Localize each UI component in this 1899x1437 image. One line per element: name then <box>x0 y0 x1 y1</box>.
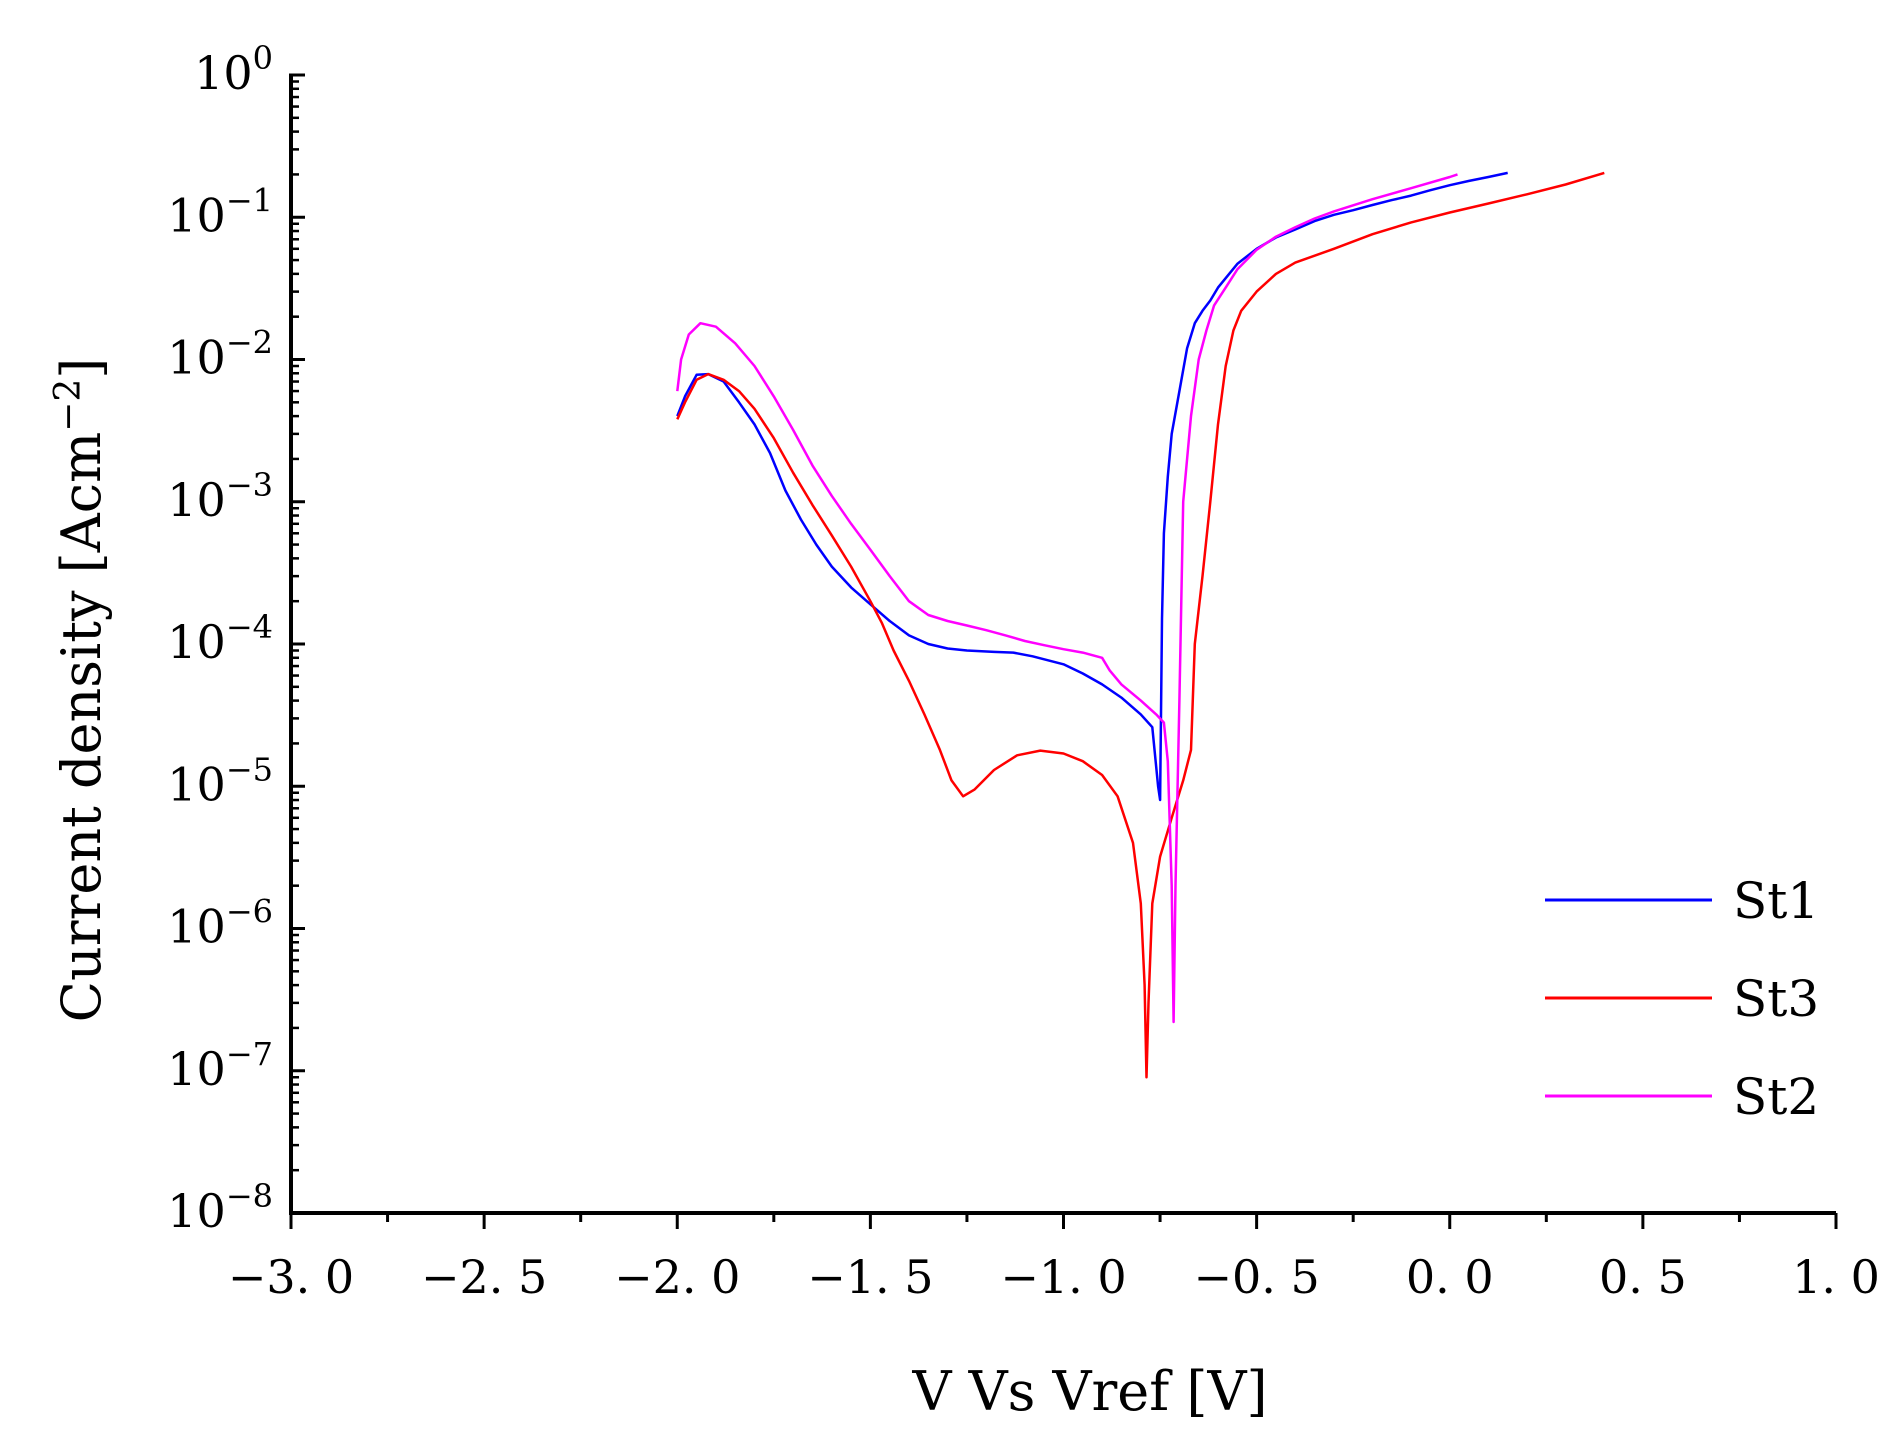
y-tick-exponent: −1 <box>226 181 273 219</box>
y-tick-base: 10 <box>167 757 226 811</box>
series-line-st3 <box>676 171 1605 1079</box>
x-tick-label: −3. 0 <box>228 1250 354 1304</box>
y-tick-exponent: −8 <box>226 1177 273 1215</box>
y-axis-title: Current density [Acm−2] <box>48 358 114 1023</box>
x-tick-label: −2. 5 <box>421 1250 547 1304</box>
y-tick-exponent: −3 <box>226 466 273 504</box>
x-tick-label: −0. 5 <box>1193 1250 1319 1304</box>
x-tick-label: −2. 0 <box>614 1250 740 1304</box>
y-tick-label: 10−8 <box>167 1177 273 1238</box>
y-tick-exponent: −6 <box>226 893 273 931</box>
legend-label-st1: St1 <box>1733 872 1819 930</box>
series-line-st1 <box>676 171 1508 802</box>
y-tick-base: 10 <box>167 1042 226 1096</box>
x-tick-label: 0. 5 <box>1599 1250 1687 1304</box>
y-tick-exponent: −5 <box>226 750 273 788</box>
y-tick-base: 10 <box>167 473 226 527</box>
x-axis-title: V Vs Vref [V] <box>911 1360 1267 1423</box>
y-tick-label: 10−4 <box>167 608 273 669</box>
ticks-layer <box>289 73 1838 1229</box>
y-tick-exponent: −7 <box>226 1035 273 1073</box>
axes-layer <box>289 75 1836 1215</box>
x-tick-label: 0. 0 <box>1406 1250 1494 1304</box>
x-tick-label: 1. 0 <box>1792 1250 1880 1304</box>
y-tick-label: 10−2 <box>167 324 273 385</box>
y-tick-label: 10−6 <box>167 893 273 954</box>
y-tick-label: 10−5 <box>167 750 273 811</box>
y-axis-title-main: Current density [Acm <box>50 432 113 1023</box>
series-line-st2 <box>676 173 1458 1024</box>
y-axis-title-close: ] <box>50 358 113 379</box>
legend-label-st2: St2 <box>1733 1068 1819 1126</box>
x-tick-labels: −3. 0 −2. 5 −2. 0 −1. 5 −1. 0 −0. 5 0. 0 0. 5 1.… <box>228 1250 1880 1304</box>
y-axis-title-exponent: −2 <box>48 379 89 432</box>
legend-label-st3: St3 <box>1733 970 1819 1028</box>
y-tick-base: 10 <box>167 900 226 954</box>
x-tick-label: −1. 0 <box>1000 1250 1126 1304</box>
y-tick-base: 10 <box>167 331 226 385</box>
x-tick-label: −1. 5 <box>807 1250 933 1304</box>
y-tick-exponent: −4 <box>226 608 273 646</box>
y-tick-label: 10−3 <box>167 466 273 527</box>
y-tick-label: 10−7 <box>167 1035 273 1096</box>
series-layer <box>676 171 1605 1079</box>
y-tick-label: 100 <box>194 39 273 100</box>
y-tick-exponent: −2 <box>226 324 273 362</box>
y-tick-exponent: 0 <box>253 39 273 77</box>
y-tick-base: 10 <box>167 1184 226 1238</box>
y-tick-label: 10−1 <box>167 181 273 242</box>
y-tick-base: 10 <box>167 188 226 242</box>
y-tick-base: 10 <box>194 46 253 100</box>
y-tick-base: 10 <box>167 615 226 669</box>
legend: St1 St3 St2 <box>1545 872 1819 1126</box>
